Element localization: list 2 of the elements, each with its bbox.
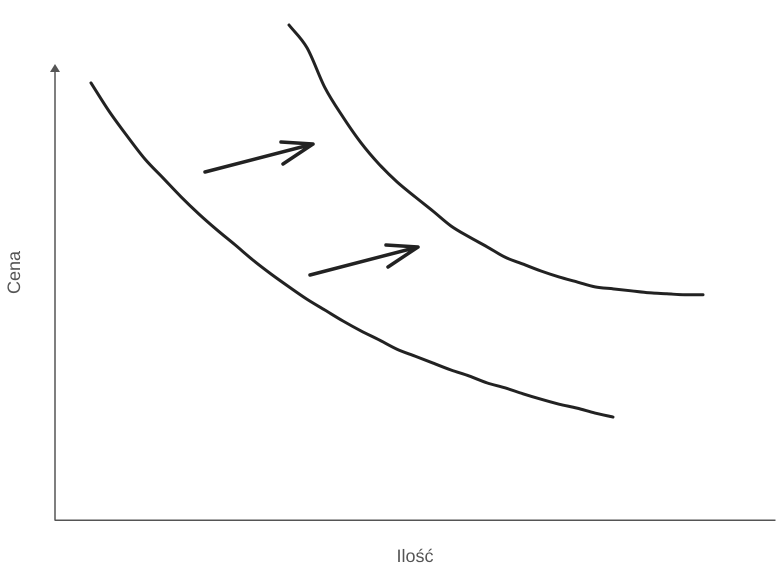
x-axis-title: Ilość bbox=[396, 546, 434, 566]
y-axis-title: Cena bbox=[4, 250, 24, 294]
